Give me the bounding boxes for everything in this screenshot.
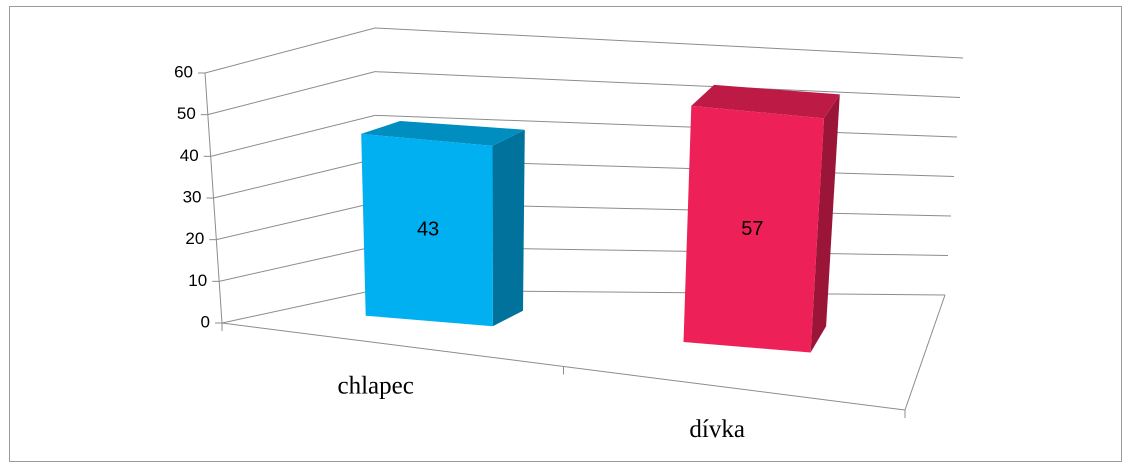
- floor-edge: [904, 294, 946, 411]
- y-tick-label: 20: [185, 229, 204, 248]
- grid-line: [374, 71, 961, 98]
- y-tick-label: 0: [201, 312, 210, 331]
- grid-line: [221, 289, 376, 324]
- y-tick-label: 50: [177, 104, 196, 123]
- bar-top: [361, 121, 525, 146]
- bar-top: [691, 84, 840, 119]
- bar-front: [361, 133, 493, 327]
- bar-side: [810, 94, 840, 353]
- y-tick-label: 30: [183, 187, 202, 206]
- y-tick-label: 40: [180, 146, 199, 165]
- grid-line: [207, 71, 376, 116]
- x-tick-label: dívka: [689, 416, 745, 443]
- bar-side: [492, 129, 525, 327]
- y-tick-label: 10: [188, 271, 207, 290]
- y-tick-label: 60: [174, 62, 193, 81]
- grid-line: [216, 202, 376, 241]
- x-tick-label: chlapec: [338, 372, 414, 399]
- chart-border: [9, 6, 1122, 462]
- grid-line: [213, 158, 376, 199]
- grid-line: [374, 114, 958, 138]
- y-axis: [204, 72, 223, 324]
- grid-line: [204, 27, 376, 74]
- data-label: 57: [741, 218, 763, 240]
- grid-line: [219, 245, 376, 282]
- grid-line: [374, 27, 964, 59]
- grid-line: [210, 114, 376, 157]
- bar-front: [683, 105, 824, 353]
- data-label: 43: [417, 219, 439, 241]
